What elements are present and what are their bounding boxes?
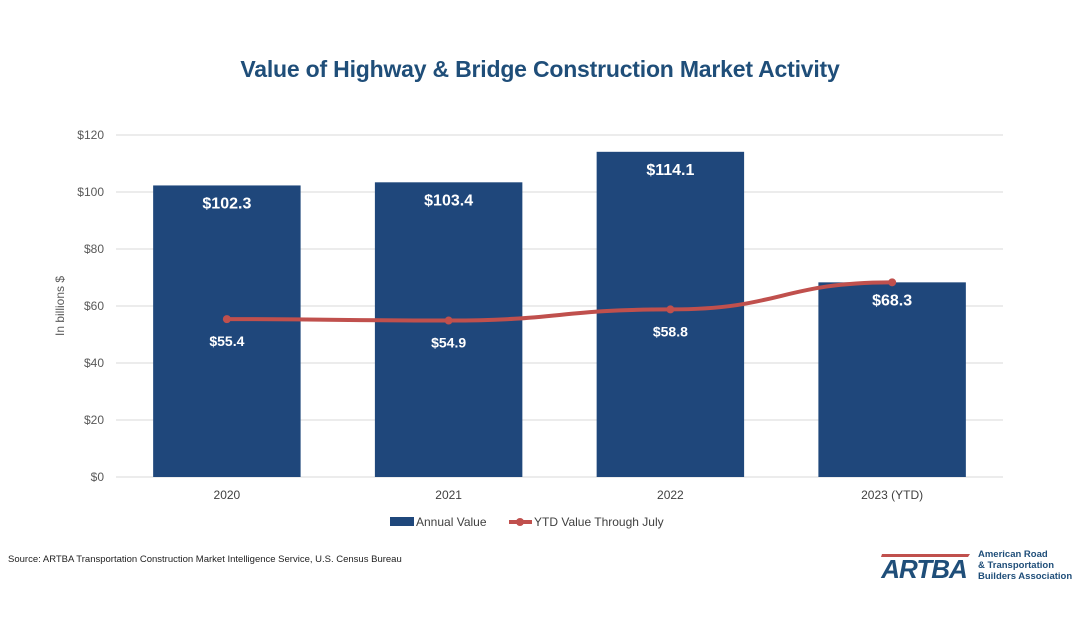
line-point [666,305,675,314]
y-tick-label: $0 [91,470,105,484]
line-data-labels: $55.4 $54.9 $58.8 [209,323,688,350]
bar-data-label: $103.4 [424,192,473,209]
line-data-label: $55.4 [209,333,244,349]
logo-line: American Road [978,549,1048,560]
chart-title: Value of Highway & Bridge Construction M… [240,56,840,82]
logo-line: & Transportation [978,560,1055,571]
line-point [444,316,453,325]
bar [153,185,301,477]
x-axis-ticks: 2020 2021 2022 2023 (YTD) [214,488,924,502]
source-note: Source: ARTBA Transportation Constructio… [8,554,402,565]
y-tick-label: $120 [77,128,104,142]
bar-data-label: $68.3 [872,292,912,309]
x-tick-label: 2022 [657,488,684,502]
x-tick-label: 2021 [435,488,462,502]
legend-swatch-bar [390,517,414,526]
x-tick-label: 2023 (YTD) [861,488,923,502]
legend-label: YTD Value Through July [534,515,664,529]
bar-series [153,151,966,477]
legend-swatch-marker [516,518,524,526]
bar-data-labels: $102.3 $103.4 $114.1 $68.3 [202,162,912,310]
logo-mark-text: ARTBA [880,554,967,584]
bar-data-label: $114.1 [646,162,694,179]
legend-label: Annual Value [416,515,487,529]
artba-logo-mark: ARTBA [880,554,970,584]
bar [596,151,745,477]
y-tick-label: $80 [84,242,104,256]
line-point [888,278,897,287]
legend: Annual Value YTD Value Through July [390,515,664,529]
x-tick-label: 2020 [214,488,241,502]
y-tick-label: $20 [84,413,104,427]
bar [818,282,966,477]
series-line [224,280,895,323]
line-data-label: $58.8 [653,323,688,339]
logo-org-name: American Road & Transportation Builders … [978,549,1072,582]
y-tick-label: $40 [84,356,104,370]
y-tick-label: $100 [77,185,104,199]
y-axis-ticks: $0 $20 $40 $60 $80 $100 $120 [77,128,104,484]
bar [374,182,523,477]
line-data-label: $54.9 [431,335,466,351]
y-tick-label: $60 [84,299,104,313]
line-point [222,315,231,324]
bar-data-label: $102.3 [202,195,251,212]
line-series [222,278,897,325]
artba-logo: ARTBA American Road & Transportation Bui… [874,546,1074,586]
y-axis-label: In billions $ [53,276,67,336]
logo-line: Builders Association [978,571,1073,582]
